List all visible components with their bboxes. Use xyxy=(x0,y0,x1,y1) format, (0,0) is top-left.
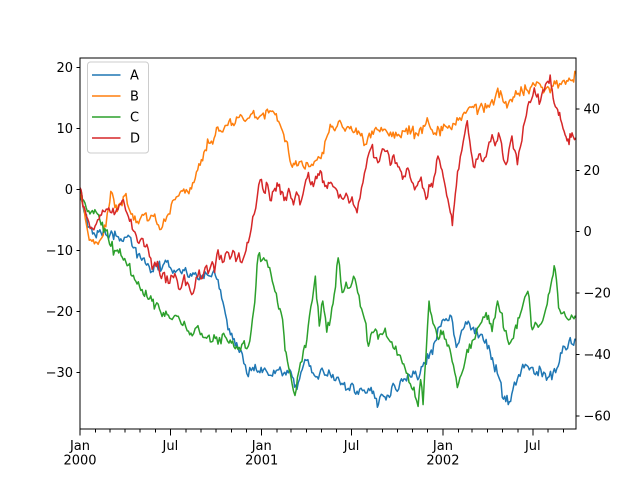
x-tick-label: Jan xyxy=(432,439,453,454)
series-line-A xyxy=(80,191,576,409)
x-tick-year-label: 2002 xyxy=(426,454,459,469)
x-tick-label: Jan xyxy=(251,439,272,454)
x-tick-label: Jan xyxy=(69,439,90,454)
x-tick-year-label: 2001 xyxy=(245,454,278,469)
y-left-tick-label: −20 xyxy=(46,305,73,320)
y-left-tick-label: 20 xyxy=(56,61,73,76)
x-tick-label: Jul xyxy=(343,439,360,454)
x-tick-label: Jul xyxy=(524,439,541,454)
y-left-tick-label: 0 xyxy=(65,183,73,198)
y-right-tick-label: −20 xyxy=(584,287,611,302)
legend-label-C: C xyxy=(130,111,139,126)
x-tick-label: Jul xyxy=(162,439,179,454)
legend-label-B: B xyxy=(130,90,139,105)
series-line-D xyxy=(80,74,576,296)
plot-border xyxy=(79,57,577,430)
y-right-tick-label: 20 xyxy=(584,164,601,179)
legend-label-D: D xyxy=(130,132,140,147)
legend-frame xyxy=(87,61,149,154)
y-left-tick-label: 10 xyxy=(56,122,73,137)
y-right-tick-label: 40 xyxy=(584,102,601,117)
y-right-tick-label: −40 xyxy=(584,348,611,363)
y-right-tick-label: 0 xyxy=(584,225,592,240)
y-left-tick-label: −30 xyxy=(46,366,73,381)
series-line-B xyxy=(80,70,576,246)
y-left-tick-label: −10 xyxy=(46,244,73,259)
y-right-tick-label: −60 xyxy=(584,409,611,424)
x-tick-year-label: 2000 xyxy=(63,454,96,469)
legend-label-A: A xyxy=(130,69,139,84)
series-line-C xyxy=(80,190,576,408)
